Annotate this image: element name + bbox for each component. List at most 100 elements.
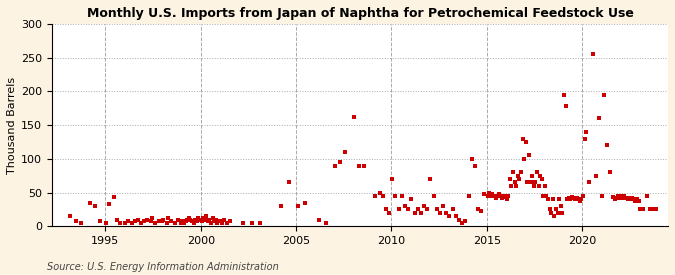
Point bbox=[503, 194, 514, 198]
Point bbox=[547, 197, 558, 202]
Point bbox=[524, 153, 535, 158]
Point bbox=[628, 197, 639, 202]
Point bbox=[618, 196, 628, 200]
Point bbox=[498, 194, 509, 198]
Point bbox=[454, 217, 464, 222]
Point bbox=[354, 163, 364, 168]
Point bbox=[418, 204, 429, 208]
Point bbox=[472, 207, 483, 212]
Point bbox=[435, 211, 446, 215]
Point bbox=[184, 216, 194, 221]
Point bbox=[516, 170, 526, 175]
Point bbox=[506, 184, 517, 188]
Point bbox=[199, 217, 210, 222]
Point bbox=[580, 130, 591, 134]
Point bbox=[275, 204, 286, 208]
Point bbox=[608, 194, 618, 199]
Point bbox=[394, 207, 404, 212]
Point bbox=[188, 221, 199, 225]
Point bbox=[504, 177, 515, 181]
Point bbox=[196, 219, 207, 223]
Point bbox=[605, 170, 616, 175]
Point bbox=[551, 207, 562, 212]
Point bbox=[538, 194, 549, 198]
Point bbox=[531, 170, 542, 175]
Point bbox=[571, 196, 582, 200]
Point bbox=[207, 216, 218, 221]
Point bbox=[616, 194, 626, 198]
Point bbox=[624, 196, 634, 200]
Point bbox=[334, 160, 345, 164]
Point bbox=[340, 150, 350, 154]
Point bbox=[115, 221, 126, 225]
Point bbox=[520, 140, 531, 144]
Point bbox=[400, 204, 410, 208]
Point bbox=[412, 207, 423, 212]
Point bbox=[416, 211, 427, 215]
Point bbox=[377, 194, 388, 198]
Point bbox=[101, 221, 111, 225]
Point bbox=[85, 200, 96, 205]
Point bbox=[213, 219, 224, 223]
Point bbox=[554, 197, 564, 202]
Point bbox=[422, 207, 433, 212]
Point bbox=[578, 194, 589, 198]
Point bbox=[390, 194, 401, 198]
Point bbox=[198, 216, 209, 221]
Point bbox=[558, 93, 569, 97]
Point bbox=[396, 194, 407, 198]
Point bbox=[522, 180, 533, 185]
Point bbox=[533, 184, 544, 188]
Point bbox=[71, 219, 82, 223]
Point bbox=[403, 207, 414, 212]
Point bbox=[211, 217, 221, 222]
Point bbox=[450, 214, 461, 218]
Point bbox=[180, 219, 191, 223]
Point bbox=[544, 207, 555, 212]
Point bbox=[495, 194, 506, 198]
Point bbox=[153, 219, 164, 223]
Point bbox=[438, 204, 449, 208]
Point bbox=[576, 197, 587, 202]
Point bbox=[560, 104, 571, 108]
Point bbox=[630, 199, 641, 203]
Point bbox=[176, 221, 186, 225]
Point bbox=[145, 219, 156, 223]
Point bbox=[625, 197, 636, 202]
Point bbox=[493, 192, 504, 196]
Point bbox=[142, 217, 153, 222]
Point bbox=[511, 184, 522, 188]
Point bbox=[490, 196, 501, 200]
Point bbox=[556, 204, 566, 208]
Point bbox=[579, 136, 590, 141]
Point bbox=[225, 219, 236, 223]
Point bbox=[104, 202, 115, 206]
Point bbox=[192, 219, 202, 223]
Point bbox=[508, 170, 518, 175]
Point bbox=[130, 219, 140, 223]
Point bbox=[633, 199, 644, 203]
Point bbox=[482, 194, 493, 198]
Point bbox=[441, 211, 452, 215]
Point bbox=[620, 196, 631, 200]
Point bbox=[185, 217, 196, 222]
Point bbox=[497, 196, 508, 200]
Point bbox=[209, 219, 219, 223]
Point bbox=[651, 207, 661, 212]
Point bbox=[627, 196, 638, 200]
Point bbox=[489, 194, 500, 198]
Point bbox=[568, 196, 579, 200]
Point bbox=[161, 221, 172, 225]
Point bbox=[425, 177, 436, 181]
Point bbox=[525, 180, 536, 185]
Point bbox=[593, 116, 604, 120]
Point bbox=[529, 184, 539, 188]
Point bbox=[519, 157, 530, 161]
Point bbox=[484, 190, 495, 195]
Point bbox=[431, 207, 442, 212]
Point bbox=[172, 217, 183, 222]
Point bbox=[546, 211, 557, 215]
Point bbox=[587, 52, 598, 56]
Point bbox=[549, 214, 560, 218]
Point bbox=[194, 217, 205, 222]
